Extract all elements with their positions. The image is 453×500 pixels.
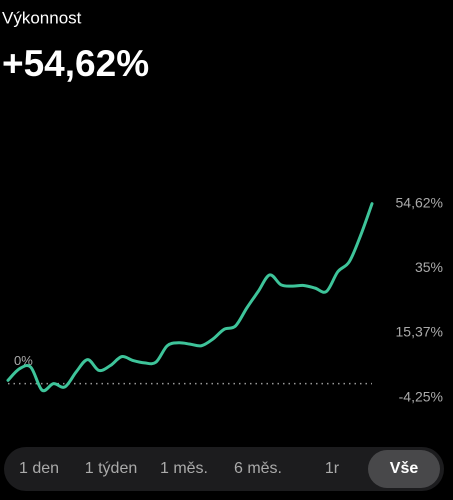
line	[6, 202, 374, 393]
y-tick-label: 54,62%	[396, 194, 443, 210]
header-title: Výkonnost	[2, 8, 82, 27]
y-tick-label: 35%	[415, 259, 443, 275]
chart: 54,62%35%15,37%-4,25%0%	[6, 194, 443, 404]
y-tick-label: -4,25%	[399, 388, 443, 404]
y-tick-label: 15,37%	[396, 324, 443, 340]
tabs: 1 den 1 týden 1 měs. 6 měs. 1r Vše	[19, 450, 440, 488]
tab[interactable]: 1 den	[19, 460, 59, 477]
tab[interactable]: 1 měs.	[160, 460, 208, 477]
header-value: +54,62%	[2, 43, 149, 84]
selected-tab[interactable]: Vše	[390, 460, 419, 477]
tab[interactable]: 6 měs.	[234, 460, 282, 477]
tab[interactable]: 1r	[325, 460, 340, 477]
selected-tab-background	[368, 450, 440, 488]
tab-bar	[4, 447, 444, 491]
tab[interactable]: 1 týden	[85, 460, 137, 477]
